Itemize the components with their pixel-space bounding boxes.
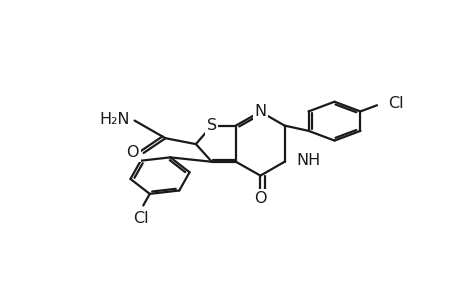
- Text: O: O: [126, 146, 139, 160]
- Text: Cl: Cl: [133, 212, 148, 226]
- Text: NH: NH: [295, 153, 319, 168]
- Text: H₂N: H₂N: [99, 112, 130, 127]
- Text: N: N: [254, 104, 266, 119]
- Text: S: S: [206, 118, 216, 133]
- Text: Cl: Cl: [387, 96, 403, 111]
- Text: O: O: [254, 191, 266, 206]
